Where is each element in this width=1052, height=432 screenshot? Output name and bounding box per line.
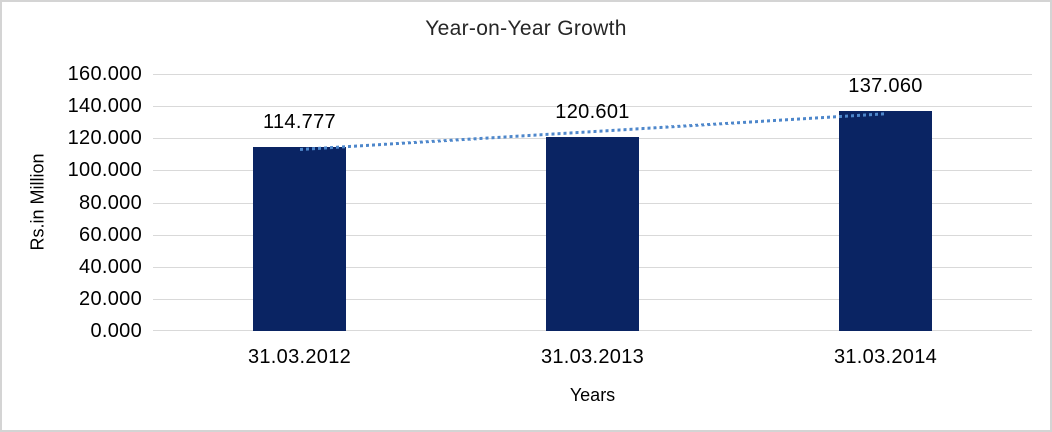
y-axis-tick-label: 40.000 bbox=[79, 255, 142, 278]
x-axis-tick-label: 31.03.2014 bbox=[833, 346, 938, 368]
bar-value-label: 120.601 bbox=[555, 101, 630, 124]
y-axis-tick-label: 100.000 bbox=[67, 159, 142, 182]
bar bbox=[253, 146, 346, 331]
x-axis-tick-label: 31.03.2013 bbox=[540, 346, 645, 368]
bar bbox=[546, 137, 639, 331]
plot-area bbox=[153, 74, 1032, 331]
bar bbox=[839, 110, 932, 331]
y-axis-tick-label: 120.000 bbox=[67, 127, 142, 150]
y-axis-tick-label: 20.000 bbox=[79, 287, 142, 310]
bar-value-label: 137.060 bbox=[848, 74, 923, 97]
y-axis-tick-label: 140.000 bbox=[67, 95, 142, 118]
y-axis-tick-label: 80.000 bbox=[79, 191, 142, 214]
y-axis-tick-label: 0.000 bbox=[90, 320, 142, 342]
x-axis-tick-label: 31.03.2012 bbox=[247, 346, 352, 368]
x-axis-title: Years bbox=[569, 385, 616, 405]
chart-title: Year-on-Year Growth bbox=[425, 17, 627, 40]
y-axis-tick-label: 160.000 bbox=[67, 63, 142, 85]
gridline bbox=[153, 106, 1032, 108]
bar-value-label: 114.777 bbox=[263, 110, 336, 133]
y-axis-tick-label: 60.000 bbox=[79, 223, 142, 246]
gridline bbox=[153, 74, 1032, 75]
